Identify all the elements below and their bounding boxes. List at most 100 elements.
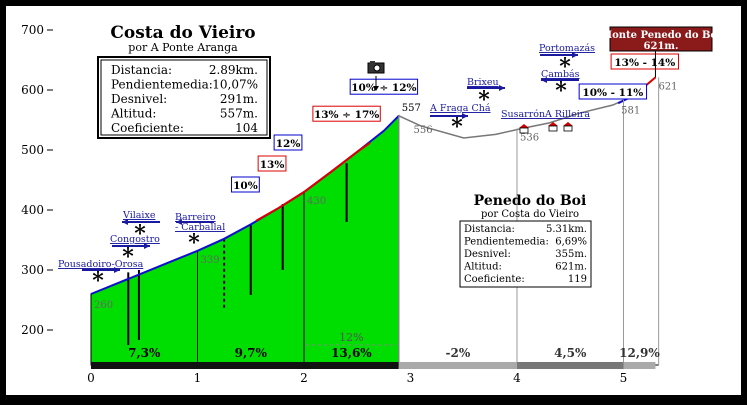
left-panel-title: Costa do Vieiro [110, 23, 255, 43]
x-tick-label-3: 3 [407, 371, 415, 385]
y-tick-label-400: 400 [21, 203, 44, 217]
right-rows-label-4: Coeficiente: [464, 274, 525, 285]
grade-box-3 [312, 105, 381, 122]
x-tick-label-5: 5 [620, 371, 628, 385]
left-panel-subtitle: por A Ponte Aranga [128, 41, 238, 54]
waypoint-arrowhead-10 [572, 52, 578, 58]
y-tick-label-600: 600 [21, 83, 44, 97]
main-gradient-bar-1 [197, 362, 304, 369]
secondary-gradient-label-0: -2% [446, 346, 471, 360]
left-panel-rows: Distancia: 2.89km.Pendientemedia: 10,07% De… [110, 63, 258, 135]
left-rows-value-3: 557m. [220, 107, 258, 121]
right-rows-value-2: 355m. [555, 249, 587, 260]
summit-label-line2: 621m. [644, 41, 679, 52]
waypoint-arrowhead-1 [144, 243, 150, 249]
profile-lines [90, 76, 660, 365]
waypoint-arrowhead-0 [114, 267, 120, 273]
waypoint-label-6: Brixeu [467, 77, 499, 88]
point-label-6: 581 [621, 105, 640, 116]
right-rows-label-2: Desnivel: [464, 249, 511, 260]
right-panel-rows: Distancia: 5.31km. Pendientemedia: 6,69% Des… [463, 224, 587, 285]
house-roof [548, 122, 558, 126]
left-panel-box [97, 56, 271, 139]
camera-icon [367, 61, 385, 74]
point-label-4: 556 [414, 125, 433, 136]
right-rows-value-0: 5.31km. [546, 224, 587, 235]
main-gradient-bar-0 [91, 362, 198, 369]
point-label-1: 339 [201, 255, 220, 266]
grade-box-2 [273, 134, 303, 151]
house-body [519, 127, 529, 134]
steep-profile-line [255, 141, 371, 222]
left-info-panel: Costa do Vieiro por A Ponte Aranga Dista… [97, 23, 271, 139]
left-rows-value-1: 10,07% [212, 78, 258, 92]
left-rows-value-2: 291m. [220, 92, 258, 106]
waypoint-asterisk-10: * [559, 54, 571, 80]
point-label-0: 260 [94, 300, 113, 311]
right-panel-subtitle: por Costa do Vieiro [481, 209, 579, 220]
y-tick-label-200: 200 [21, 323, 44, 337]
house-icon [548, 122, 558, 132]
grade-box-label-4: 10% ÷ 12% [351, 82, 416, 94]
waypoint-label-2: Vilaixe [122, 210, 156, 221]
right-rows-label-0: Distancia: [464, 224, 515, 235]
secondary-gradient-bar-1 [517, 362, 624, 369]
secondary-gradient-label-1: 4,5% [554, 346, 587, 360]
right-rows-value-1: 6,69% [555, 237, 587, 248]
left-rows-label-0: Distancia: [111, 63, 172, 77]
main-gradient-bar-2 [304, 362, 399, 369]
x-tick-label-4: 4 [513, 371, 521, 385]
left-rows-label-1: Pendientemedia: [111, 78, 213, 92]
left-rows-label-2: Desnivel: [111, 92, 167, 106]
right-rows-value-4: 119 [568, 274, 587, 285]
waypoint-asterisk-5: * [451, 114, 463, 140]
waypoint-asterisk-6: * [478, 87, 490, 113]
secondary-gradient-label-2: 12,9% [619, 346, 660, 360]
grade-box-0 [231, 176, 260, 193]
grade-box-5 [578, 83, 648, 100]
house-icon [519, 124, 529, 134]
waypoint-label-4: - Carballal [175, 222, 225, 233]
y-tick-label-500: 500 [21, 143, 44, 157]
right-rows-label-3: Altitud: [463, 262, 502, 273]
house-body [563, 125, 573, 132]
grade-box-label-1: 13% [260, 159, 285, 171]
grade-box-4 [349, 78, 419, 95]
right-panel-title: Penedo do Boi [474, 193, 587, 209]
waypoint-asterisk-3: * [188, 230, 200, 256]
point-label-2: 430 [307, 196, 326, 207]
waypoint-label-5: A Fraga Chá [429, 103, 491, 114]
dashed-gradient-label: 12% [339, 331, 363, 344]
grade-box-label-6: 13% - 14% [614, 57, 675, 69]
summit-label-box [609, 26, 713, 52]
waypoint-arrowhead-6 [499, 85, 505, 91]
y-tick-label-700: 700 [21, 23, 44, 37]
secondary-gradient-bar-0 [398, 362, 517, 369]
waypoint-asterisk-9: * [555, 78, 567, 104]
main-gradient-label-1: 9,7% [235, 346, 268, 360]
summit-label: Monte Penedo do Boi 621m. [601, 26, 721, 52]
left-panel-inner-box [100, 59, 268, 136]
waypoint-label-10: Portomazás [539, 43, 595, 54]
chart-marks: 260 339 430 557 556 536 581 621 10%13% 12% 13% ÷ 1… [58, 43, 679, 311]
right-panel-box [459, 220, 592, 288]
waypoint-label-0: Pousadoiro-Orosa [58, 259, 144, 270]
waypoint-asterisk-0: * [92, 268, 104, 294]
right-rows-value-3: 621m. [555, 262, 587, 273]
grade-box-1 [257, 155, 287, 172]
main-gradient-label-2: 13,6% [331, 346, 372, 360]
grade-box-6 [610, 53, 679, 70]
point-label-3: 557 [402, 103, 421, 114]
left-rows-label-4: Coeficiente: [111, 121, 184, 135]
grade-box-label-3: 13% ÷ 17% [314, 109, 379, 121]
secondary-gradient-bar-2 [623, 362, 656, 369]
waypoint-label-8: A Rilleira [544, 109, 590, 120]
grade-box-label-0: 10% [233, 180, 258, 192]
waypoint-arrowhead-2 [122, 219, 128, 225]
house-body [548, 125, 558, 132]
camera-pointer-head [373, 86, 379, 91]
left-rows-value-4: 104 [235, 121, 258, 135]
waypoint-arrowhead-5 [462, 113, 468, 119]
